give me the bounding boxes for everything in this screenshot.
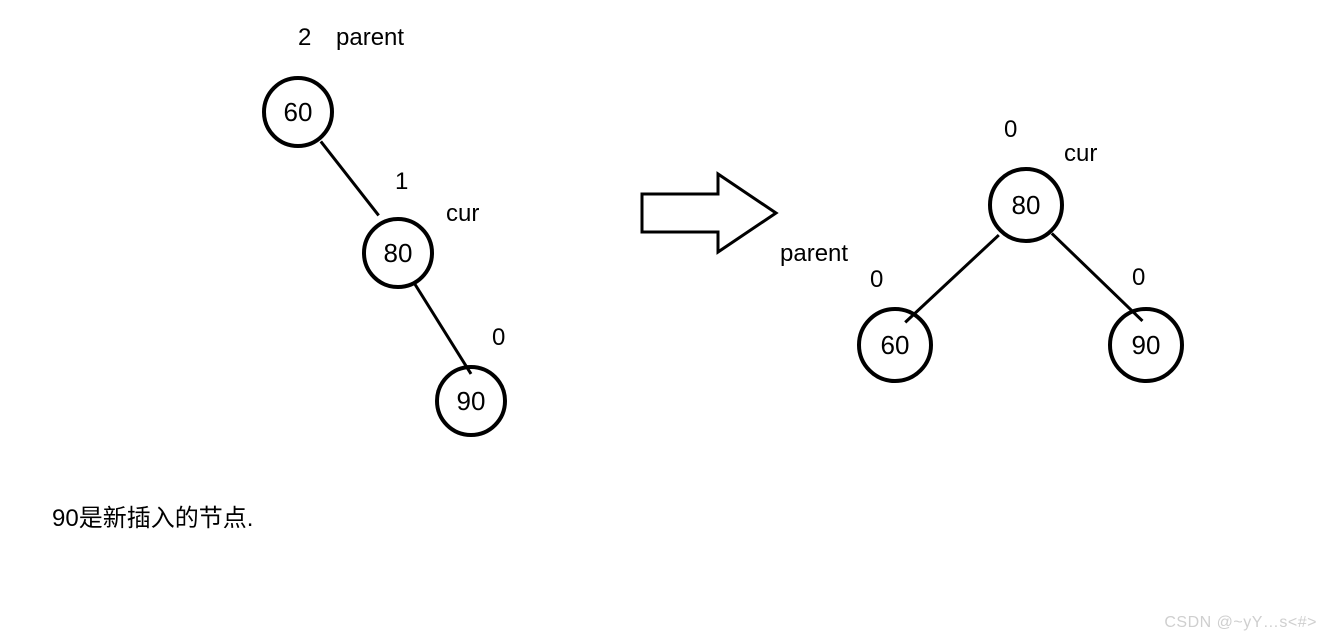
right-balance-80: 0 xyxy=(1004,116,1017,144)
left-balance-80: 1 xyxy=(395,168,408,196)
watermark-text: CSDN @~yY…s<#> xyxy=(1164,614,1317,632)
right-balance-60: 0 xyxy=(870,266,883,294)
left-balance-90: 0 xyxy=(492,324,505,352)
right-node-80-value: 80 xyxy=(1012,190,1041,221)
right-node-90-value: 90 xyxy=(1132,330,1161,361)
right-node-90: 90 xyxy=(1108,307,1184,383)
right-node-60: 60 xyxy=(857,307,933,383)
right-edge-80-60 xyxy=(905,234,1000,323)
left-role-60: parent xyxy=(336,24,404,52)
left-edge-80-90 xyxy=(413,282,472,375)
caption-text: 90是新插入的节点. xyxy=(52,498,253,533)
left-balance-60: 2 xyxy=(298,24,311,52)
right-balance-90: 0 xyxy=(1132,264,1145,292)
left-node-60-value: 60 xyxy=(284,97,313,128)
left-node-60: 60 xyxy=(262,76,334,148)
left-role-80: cur xyxy=(446,200,479,228)
right-edge-80-90 xyxy=(1051,232,1143,321)
right-node-60-value: 60 xyxy=(881,330,910,361)
right-role-60: parent xyxy=(780,240,848,268)
left-node-90: 90 xyxy=(435,365,507,437)
left-node-80-value: 80 xyxy=(384,238,413,269)
left-edge-60-80 xyxy=(320,140,380,216)
left-node-80: 80 xyxy=(362,217,434,289)
left-node-90-value: 90 xyxy=(457,386,486,417)
right-role-80: cur xyxy=(1064,140,1097,168)
transform-arrow-icon xyxy=(640,170,780,256)
